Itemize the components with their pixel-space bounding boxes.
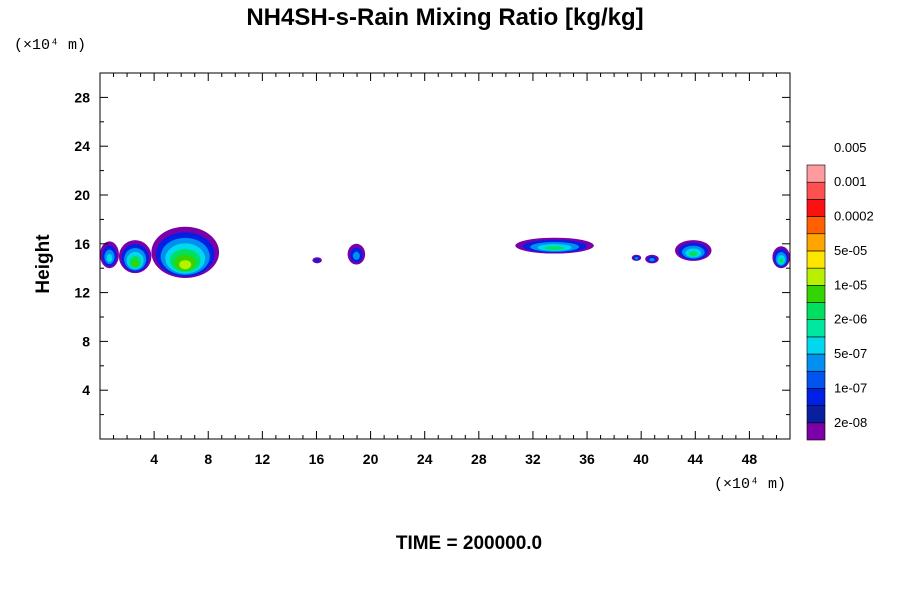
y-axis-label: Height [33, 234, 54, 294]
plot-frame [99, 72, 791, 440]
colorbar-label: 0.005 [834, 140, 867, 155]
x-tick-label: 36 [579, 451, 595, 467]
colorbar-swatch [806, 319, 826, 338]
y-tick-label: 4 [82, 382, 90, 398]
contour-level [179, 260, 192, 270]
rain-region [772, 246, 790, 269]
y-tick-label: 12 [74, 285, 90, 301]
contour-level [314, 258, 320, 263]
rain-region [347, 243, 366, 265]
colorbar-swatch [806, 336, 826, 355]
y-tick-label: 8 [82, 333, 90, 349]
chart-title: NH4SH-s-Rain Mixing Ratio [kg/kg] [246, 4, 643, 31]
x-tick-label: 20 [363, 451, 379, 467]
data-field-layer [100, 226, 790, 278]
y-tick-label: 24 [74, 138, 90, 154]
contour-level [131, 259, 139, 267]
colorbar: 2e-08 1e-07 5e-07 2e-06 1e-05 5e-05 0.0002 0.00… [806, 140, 874, 441]
colorbar-swatch [806, 405, 826, 424]
colorbar-swatch [806, 267, 826, 286]
x-tick-label: 44 [688, 451, 704, 467]
colorbar-swatch [806, 233, 826, 252]
colorbar-label: 0.0002 [834, 209, 874, 224]
rain-region [100, 241, 119, 269]
x-tick-label: 32 [525, 451, 541, 467]
rain-region [118, 240, 152, 274]
colorbar-swatch [806, 302, 826, 320]
colorbar-swatch [806, 353, 826, 372]
colorbar-swatch [806, 199, 826, 217]
colorbar-swatch [806, 164, 826, 183]
rain-region [312, 257, 322, 264]
y-unit-label: (×10⁴ m) [14, 37, 86, 54]
colorbar-swatch [806, 422, 826, 441]
colorbar-swatch [806, 388, 826, 406]
x-tick-label: 40 [633, 451, 649, 467]
x-unit-label: (×10⁴ m) [714, 476, 786, 493]
x-tick-label: 48 [742, 451, 758, 467]
rain-region [631, 254, 642, 261]
contour-level [649, 258, 655, 262]
colorbar-swatch [806, 370, 826, 389]
x-tick-label: 12 [255, 451, 271, 467]
contour-level [688, 251, 698, 257]
colorbar-swatch [806, 216, 826, 235]
contour-level [544, 246, 565, 251]
contour-level [779, 258, 784, 264]
time-footer: TIME = 200000.0 [396, 533, 542, 554]
y-tick-label: 16 [74, 236, 90, 252]
colorbar-label: 5e-07 [834, 346, 867, 361]
x-tick-label: 8 [204, 451, 212, 467]
colorbar-label: 5e-05 [834, 243, 867, 258]
x-tick-label: 28 [471, 451, 487, 467]
rain-region [645, 254, 659, 264]
x-tick-label: 24 [417, 451, 433, 467]
rain-region [675, 240, 712, 261]
colorbar-label: 2e-08 [834, 415, 867, 430]
x-tick-label: 4 [150, 451, 158, 467]
contour-level [352, 251, 360, 260]
rain-region [515, 237, 594, 254]
colorbar-swatch [806, 181, 826, 200]
y-tick-label: 28 [74, 89, 90, 105]
colorbar-label: 2e-06 [834, 312, 867, 327]
colorbar-swatch [806, 285, 826, 303]
contour-level [106, 253, 113, 263]
colorbar-label: 1e-07 [834, 380, 867, 395]
colorbar-swatch [806, 250, 826, 269]
contour-level [634, 257, 639, 260]
colorbar-label: 1e-05 [834, 277, 867, 292]
rain-region [151, 226, 220, 278]
y-tick-label: 20 [74, 187, 90, 203]
x-tick-label: 16 [309, 451, 325, 467]
colorbar-label: 0.001 [834, 174, 867, 189]
